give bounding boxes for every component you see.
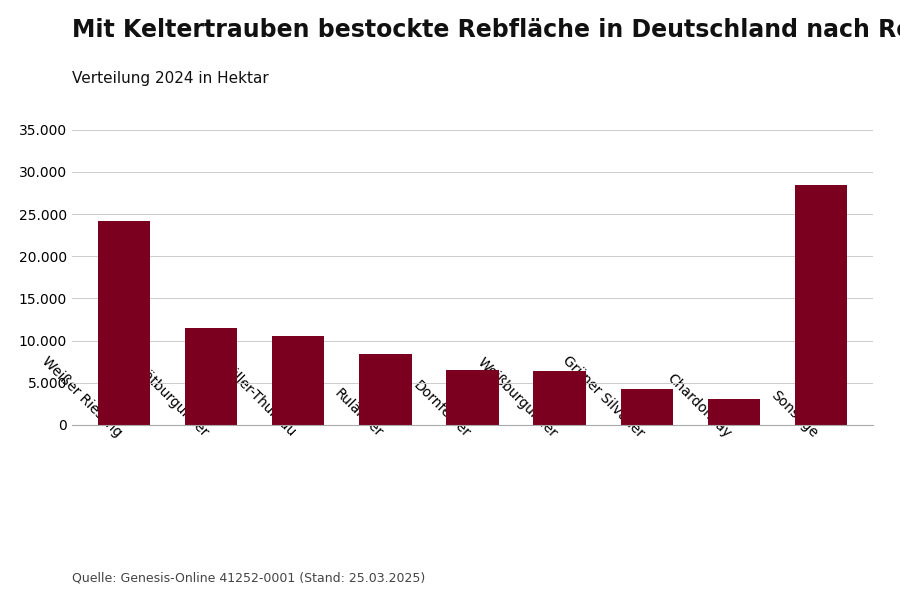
Bar [534, 371, 586, 425]
Text: Mit Keltertrauben bestockte Rebfläche in Deutschland nach Rebsorten: Mit Keltertrauben bestockte Rebfläche in… [72, 18, 900, 42]
Bar [272, 336, 325, 425]
Bar [795, 185, 847, 425]
Bar [185, 328, 238, 425]
Bar [98, 221, 150, 425]
Text: Verteilung 2024 in Hektar: Verteilung 2024 in Hektar [72, 71, 269, 86]
Bar [359, 354, 411, 425]
Text: Quelle: Genesis-Online 41252-0001 (Stand: 25.03.2025): Quelle: Genesis-Online 41252-0001 (Stand… [72, 571, 425, 584]
Bar [620, 389, 673, 425]
Bar [446, 370, 499, 425]
Bar [707, 399, 760, 425]
